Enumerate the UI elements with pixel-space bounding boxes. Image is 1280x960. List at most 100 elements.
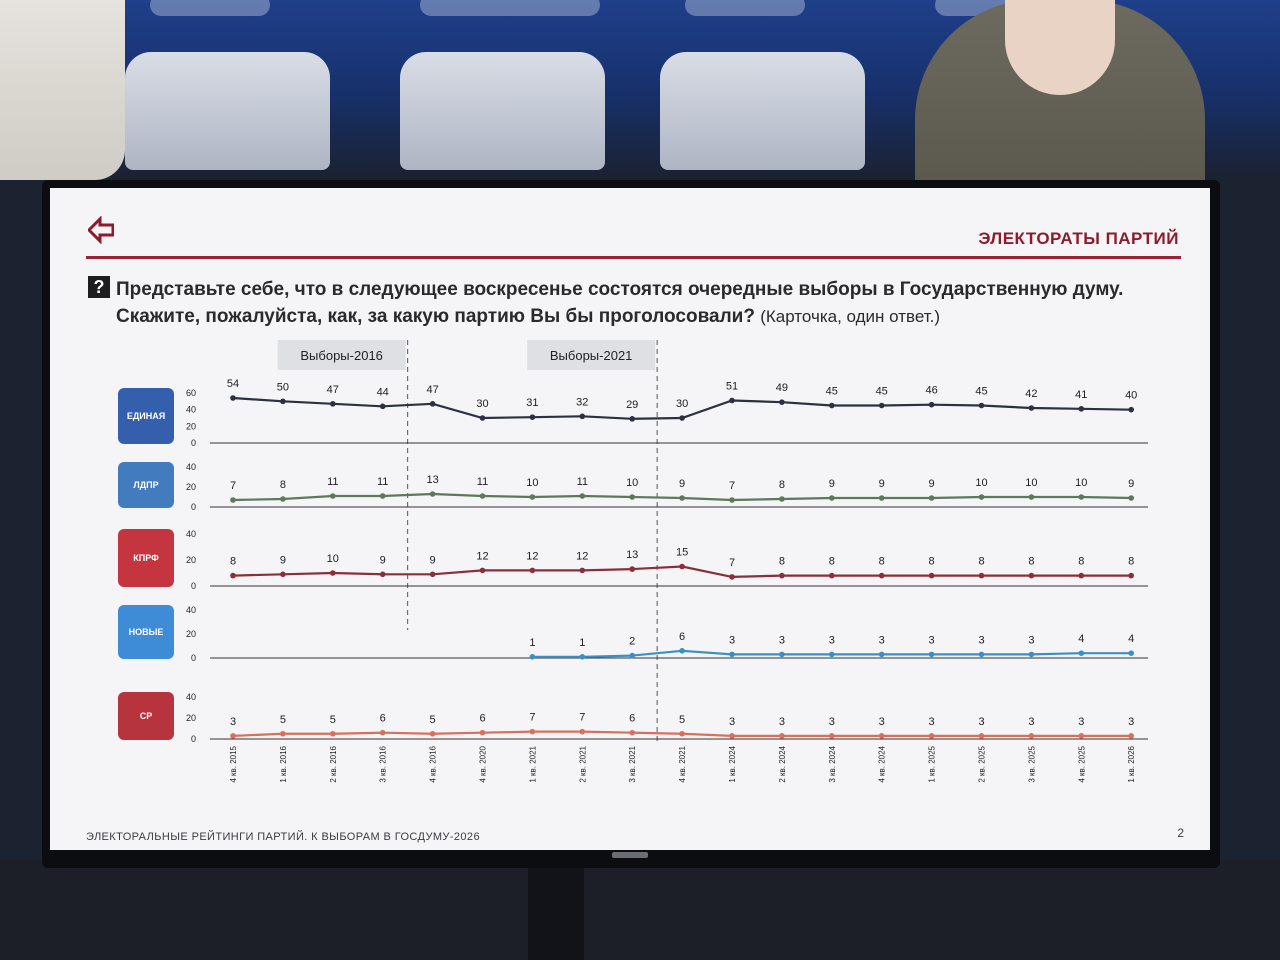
data-point (629, 416, 635, 422)
data-point (230, 395, 236, 401)
party-logo-text: НОВЫЕ (129, 627, 164, 637)
x-tick-label: 1 кв. 2016 (279, 745, 288, 782)
data-label: 9 (280, 554, 286, 566)
title-divider (86, 256, 1181, 259)
data-point (878, 572, 885, 579)
data-point (1128, 495, 1134, 501)
data-label: 44 (377, 386, 389, 398)
data-label: 7 (579, 712, 585, 724)
y-tick-label: 40 (186, 405, 196, 415)
data-label: 11 (377, 476, 388, 488)
data-point (629, 652, 635, 659)
data-label: 4 (1078, 633, 1084, 645)
data-label: 7 (729, 557, 735, 569)
data-label: 3 (729, 634, 735, 646)
data-label: 3 (1028, 716, 1034, 728)
banner-logo (420, 0, 600, 16)
data-point (330, 570, 336, 576)
data-point (1078, 733, 1085, 739)
party-logo-icon (118, 529, 174, 587)
data-label: 10 (626, 477, 638, 489)
data-point (779, 399, 785, 405)
data-point (1028, 494, 1035, 500)
survey-question: Представьте себе, что в следующее воскре… (116, 276, 1196, 330)
monitor-stand (528, 860, 584, 960)
data-point (379, 729, 386, 736)
data-label: 7 (729, 480, 735, 492)
data-label: 3 (729, 716, 735, 728)
data-point (629, 494, 635, 500)
data-point (479, 567, 486, 574)
data-point (379, 493, 386, 499)
data-label: 4 (1128, 633, 1134, 645)
y-tick-label: 0 (191, 438, 196, 448)
data-point (878, 402, 885, 409)
party-logo-icon (118, 605, 174, 659)
data-point (429, 730, 436, 737)
data-point (330, 493, 336, 499)
data-label: 8 (1128, 556, 1134, 568)
data-label: 8 (978, 556, 984, 568)
x-tick-label: 1 кв. 2021 (528, 745, 537, 782)
data-label: 8 (879, 556, 885, 568)
data-label: 3 (829, 634, 835, 646)
data-label: 13 (626, 549, 638, 561)
data-point (928, 401, 935, 408)
data-label: 10 (327, 553, 339, 565)
data-label: 45 (975, 386, 987, 398)
data-point (1078, 494, 1085, 500)
x-tick-label: 1 кв. 2024 (728, 745, 737, 782)
data-point (230, 733, 236, 739)
data-point (479, 729, 486, 736)
data-point (429, 401, 436, 407)
data-point (729, 733, 735, 739)
data-label: 8 (230, 556, 236, 568)
data-point (280, 496, 286, 502)
data-point (230, 572, 236, 579)
data-point (779, 651, 785, 658)
x-tick-label: 3 кв. 2016 (379, 745, 388, 782)
data-label: 8 (779, 556, 785, 568)
data-point (829, 495, 835, 501)
x-tick-label: 4 кв. 2021 (678, 745, 687, 782)
data-label: 45 (826, 386, 838, 398)
floor (0, 860, 1280, 960)
data-label: 12 (526, 550, 538, 562)
presentation-slide: ЭЛЕКТОРАТЫ ПАРТИЙ ? Представьте себе, чт… (50, 188, 1210, 850)
data-point (978, 402, 985, 409)
y-tick-label: 40 (186, 692, 196, 702)
data-label: 3 (978, 716, 984, 728)
banner-logo (685, 0, 805, 16)
data-label: 8 (829, 556, 835, 568)
data-point (729, 397, 735, 404)
data-label: 10 (975, 477, 987, 489)
data-point (280, 730, 286, 737)
y-tick-label: 40 (186, 529, 196, 539)
data-label: 11 (577, 476, 588, 488)
data-label: 10 (1025, 477, 1037, 489)
y-tick-label: 60 (186, 388, 196, 398)
party-logo-text: СР (140, 711, 153, 721)
data-label: 9 (679, 478, 685, 490)
x-tick-label: 4 кв. 2016 (429, 745, 438, 782)
data-label: 8 (1078, 556, 1084, 568)
data-point (1028, 572, 1035, 579)
data-label: 3 (879, 634, 885, 646)
chair (660, 52, 865, 170)
question-icon: ? (88, 276, 110, 298)
party-logo-text: ЕДИНАЯ (127, 411, 165, 421)
data-label: 12 (576, 550, 588, 562)
data-label: 42 (1025, 388, 1037, 400)
x-tick-label: 1 кв. 2025 (928, 745, 937, 782)
data-point (429, 571, 436, 578)
data-label: 12 (476, 550, 488, 562)
data-label: 6 (629, 713, 635, 725)
data-point (679, 495, 685, 501)
data-point (579, 413, 586, 420)
x-tick-label: 2 кв. 2025 (978, 745, 987, 782)
party-logo-icon (118, 388, 174, 444)
data-label: 1 (529, 637, 535, 649)
y-tick-label: 20 (186, 713, 196, 723)
data-point (779, 572, 785, 579)
